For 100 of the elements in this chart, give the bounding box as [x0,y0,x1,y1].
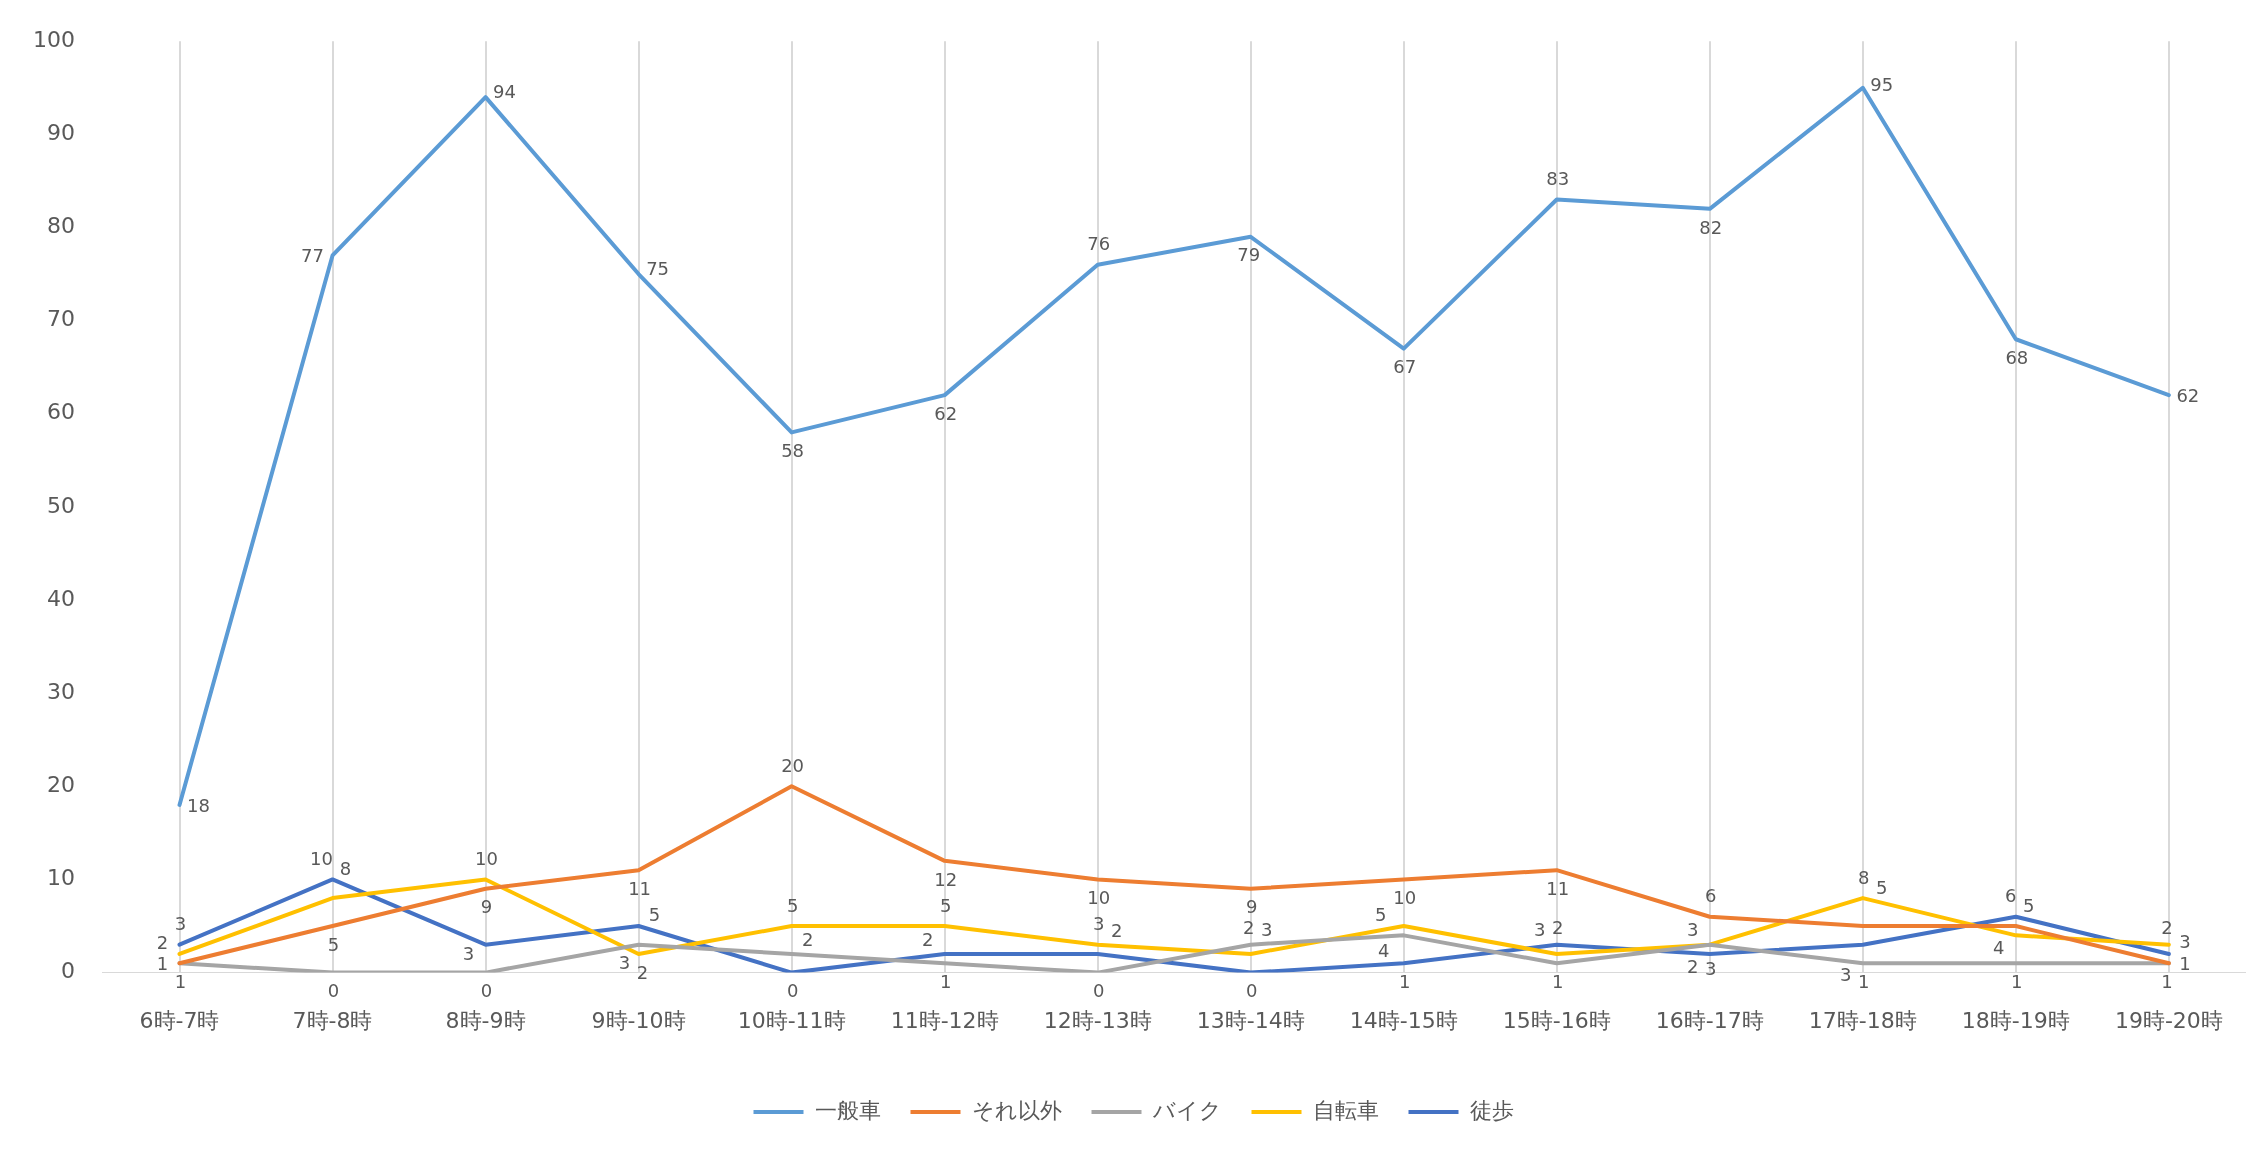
data-label: 2 [1242,916,1255,938]
legend-label: 徒歩 [1469,1097,1514,1123]
data-label: 2 [1687,955,1699,977]
x-tick-label: 15時-16時 [1502,1007,1611,1033]
data-label: 1 [2161,970,2173,992]
y-tick-label: 20 [46,772,75,798]
data-label: 75 [646,257,670,279]
data-label: 2 [1552,916,1564,938]
data-label: 1 [939,970,952,992]
data-label: 2 [801,928,814,950]
data-label: 5 [1375,903,1387,925]
data-label: 3 [462,943,475,965]
data-label: 8 [1858,866,1870,888]
x-tick-label: 8時-9時 [445,1007,526,1033]
x-tick-label: 18時-19時 [1961,1007,2070,1033]
data-label: 2 [156,931,169,953]
data-label: 10 [1393,887,1417,909]
data-label: 10 [475,848,499,870]
data-label: 3 [2179,931,2191,953]
data-label: 5 [1876,876,1888,898]
data-label: 1 [1399,970,1411,992]
x-tick-label: 6時-7時 [139,1007,220,1033]
data-label: 1 [156,952,169,974]
data-label: 79 [1237,244,1261,266]
x-tick-label: 13時-14時 [1196,1007,1305,1033]
data-label: 6 [2005,885,2017,907]
data-label: 3 [1260,919,1273,941]
data-label: 82 [1699,216,1723,238]
data-label: 3 [1534,919,1546,941]
data-label: 0 [786,980,799,1002]
data-label: 3 [1705,958,1717,980]
data-label: 1 [2011,970,2023,992]
y-tick-label: 70 [46,306,75,332]
y-tick-label: 100 [32,26,75,52]
data-label: 11 [628,877,652,899]
data-label: 5 [939,894,952,916]
data-label: 1 [2179,952,2191,974]
legend-label: バイク [1151,1097,1222,1123]
y-tick-label: 10 [46,865,75,891]
data-label: 2 [1110,919,1123,941]
data-label: 3 [1092,913,1105,935]
data-label: 11 [1546,877,1570,899]
x-tick-label: 16時-17時 [1655,1007,1764,1033]
legend-label: それ以外 [971,1097,1062,1123]
data-label: 0 [1092,980,1105,1002]
data-label: 3 [174,913,187,935]
x-tick-label: 14時-15時 [1349,1007,1458,1033]
x-tick-label: 19時-20時 [2114,1007,2223,1033]
data-label: 83 [1546,168,1570,190]
data-label: 5 [327,933,340,955]
data-label: 2 [636,961,649,983]
y-tick-label: 60 [46,399,75,425]
x-tick-label: 10時-11時 [737,1007,846,1033]
data-label: 58 [781,440,805,462]
data-label: 2 [2161,916,2173,938]
x-tick-label: 9時-10時 [591,1007,686,1033]
data-label: 67 [1393,356,1417,378]
data-label: 3 [618,952,631,974]
data-label: 8 [339,857,352,879]
data-label: 0 [480,980,493,1002]
data-label: 68 [2005,346,2029,368]
legend-label: 一般車 [814,1097,881,1123]
data-label: 5 [648,903,661,925]
data-label: 18 [187,794,210,816]
data-label: 62 [2176,384,2200,406]
x-tick-label: 7時-8時 [292,1007,373,1033]
y-tick-label: 40 [46,585,75,611]
data-label: 4 [1993,937,2005,959]
y-tick-label: 30 [46,678,75,704]
x-tick-label: 17時-18時 [1808,1007,1917,1033]
data-label: 12 [934,868,958,890]
data-label: 10 [310,848,333,870]
data-label: 94 [493,80,517,102]
x-tick-label: 12時-13時 [1043,1007,1152,1033]
data-label: 3 [1840,964,1852,986]
data-label: 76 [1087,233,1111,255]
legend-label: 自転車 [1312,1097,1379,1123]
data-label: 9 [1245,896,1258,918]
y-tick-label: 80 [46,213,75,239]
data-label: 1 [1552,970,1564,992]
data-label: 10 [1087,887,1111,909]
data-label: 0 [327,980,340,1002]
y-tick-label: 0 [60,958,75,984]
x-tick-label: 11時-12時 [890,1007,999,1033]
data-label: 1 [174,970,187,992]
data-label: 2 [921,928,934,950]
data-label: 1 [1858,970,1870,992]
data-label: 9 [480,896,493,918]
data-label: 77 [301,245,324,267]
data-label: 20 [781,754,805,776]
data-label: 3 [1687,919,1699,941]
data-label: 5 [2023,894,2035,916]
y-tick-label: 50 [46,492,75,518]
y-tick-label: 90 [46,120,75,146]
data-label: 6 [1705,885,1717,907]
data-label: 62 [934,402,958,424]
data-label: 5 [786,894,799,916]
data-label: 4 [1378,940,1390,962]
data-label: 95 [1870,74,1894,96]
data-label: 0 [1245,980,1258,1002]
